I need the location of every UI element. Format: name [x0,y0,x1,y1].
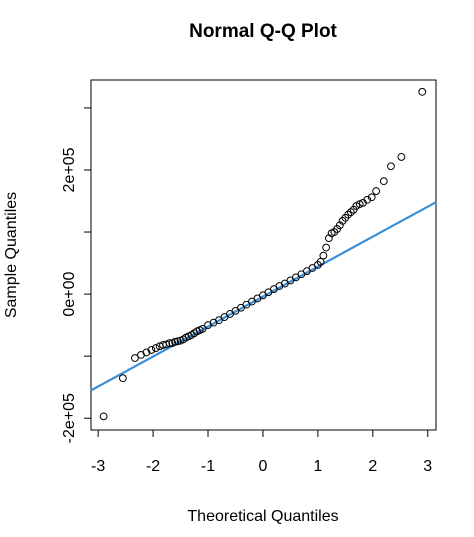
point [118,374,127,383]
point [344,210,353,219]
y-axis-label: Sample Quantiles [3,192,20,318]
reference-line [90,201,437,392]
point [346,208,355,217]
point [171,337,179,346]
point [387,162,395,171]
x-tick-label: -3 [91,458,105,475]
x-tick-label: 2 [368,458,377,475]
point [147,346,156,354]
chart-title: Normal Q-Q Plot [189,21,337,42]
point [142,348,151,357]
point [322,243,331,252]
point [99,412,108,421]
x-tick-label: 1 [313,458,322,475]
point [162,340,171,349]
point [367,193,376,202]
point [363,195,372,204]
point [355,200,364,209]
point [319,251,328,260]
point [198,324,207,333]
plot-frame [90,79,437,431]
point [151,344,160,352]
x-tick-label: -1 [201,458,215,475]
y-tick-label: 0e+00 [61,272,78,317]
x-axis-label: Theoretical Quantiles [187,508,338,525]
x-tick-label: -2 [146,458,160,475]
point [316,257,325,266]
point [173,337,182,346]
x-tick-label: 3 [423,458,432,475]
point [131,354,139,362]
point [165,339,174,348]
point [372,187,381,195]
y-tick-label: 2e+05 [61,147,78,192]
point [335,221,344,230]
point [397,153,406,161]
x-tick-label: 0 [258,458,267,475]
point [379,177,388,186]
point [418,87,427,96]
y-tick-label: -2e+05 [61,393,78,443]
